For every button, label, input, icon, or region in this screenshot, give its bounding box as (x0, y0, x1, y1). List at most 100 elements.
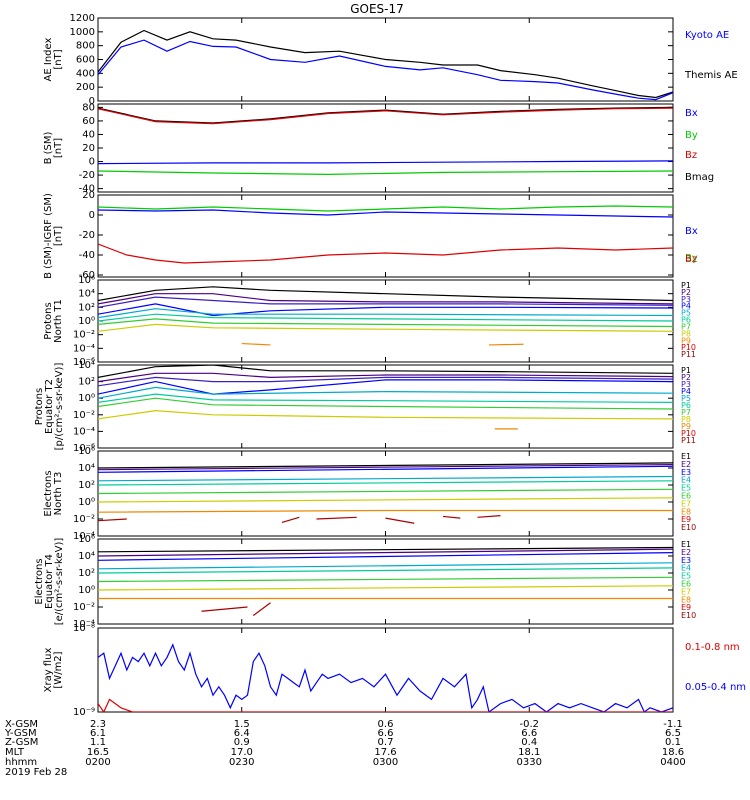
ephemeris-value-xgsm: -1.1 (663, 719, 683, 730)
y-axis-label: Equator T4 (44, 554, 55, 609)
series-segment-e9 (442, 515, 461, 519)
ephemeris-value-hhmm: 0300 (373, 757, 398, 768)
y-tick-label: 10⁰ (78, 393, 95, 404)
y-axis-label: Protons (43, 302, 54, 339)
legend-entry: P5 (681, 394, 691, 403)
y-tick-label: 20 (82, 190, 95, 201)
series-segment-e9 (281, 516, 300, 523)
y-tick-label: 10² (78, 377, 95, 388)
y-axis-label: Xray flux (43, 648, 54, 693)
ephemeris-value-mlt: 17.6 (374, 747, 396, 758)
y-tick-label: 10⁻⁹ (73, 707, 95, 718)
legend-entry: E9 (681, 603, 691, 612)
ephemeris-value-mlt: 18.1 (518, 747, 540, 758)
y-tick-label: 10² (78, 568, 95, 579)
y-tick-label: 60 (82, 116, 95, 127)
y-tick-label: 10⁻⁴ (73, 531, 95, 542)
series-line-p5 (98, 308, 673, 319)
series-line-e4 (98, 562, 673, 570)
legend-entry: P2 (681, 288, 691, 297)
series-group (98, 29, 673, 101)
series-line-e6 (98, 488, 673, 495)
y-axis-label: Electrons (34, 558, 45, 604)
legend-entry: E7 (681, 499, 691, 508)
series-line-e6 (98, 576, 673, 583)
legend-entry: P8 (681, 329, 691, 338)
ephemeris-value-hhmm: 0230 (229, 757, 254, 768)
legend-entry: E1 (681, 452, 691, 461)
series-line-e4 (98, 475, 673, 482)
y-tick-label: 10⁻⁸ (73, 623, 95, 634)
y-axis-label: B (SM) (43, 131, 54, 164)
ephemeris-value-xgsm: 2.3 (90, 719, 106, 730)
series-line-e7 (98, 585, 673, 591)
panel-ae: 1200 1000 800 600 400 200 0 AE Index [nT] Kyoto A… (43, 13, 738, 107)
series-segment-p9 (488, 343, 524, 346)
series-line-p2 (98, 293, 673, 305)
series-line-p6 (98, 313, 673, 322)
series-line-e2 (98, 464, 673, 471)
y-tick-label: 400 (76, 68, 95, 79)
legend-entry: P11 (681, 436, 696, 445)
panel-pe: 10⁴ 10² 10⁰ 10⁻² 10⁻⁴ 10⁻⁶ Protons Equator T2 [p… (34, 360, 696, 454)
y-tick-label: 40 (82, 129, 95, 140)
y-axis-label: North T3 (53, 472, 64, 516)
series-line-p3 (98, 376, 673, 387)
ephemeris-value-ygsm: 6.6 (521, 728, 537, 739)
legend-entry: E6 (681, 492, 691, 501)
ephemeris-row-label: Y-GSM (4, 728, 37, 739)
series-line-p4 (98, 379, 673, 395)
y-tick-label: -20 (79, 170, 95, 181)
panel-frame (97, 103, 674, 193)
y-tick-label: 10⁴ (78, 551, 95, 562)
y-tick-label: -60 (79, 270, 95, 281)
series-line-0-05-0-4-nm (98, 643, 673, 712)
y-tick-label: 0 (89, 96, 95, 107)
y-tick-label: 10⁰ (78, 497, 95, 508)
panel-pn: 10⁶ 10⁴ 10² 10⁰ 10⁻² 10⁻⁴ 10⁻⁶ Protons North T1 P… (43, 275, 696, 368)
ephemeris-value-ygsm: 6.6 (378, 728, 394, 739)
y-tick-label: 80 (82, 102, 95, 113)
legend-entry: E5 (681, 572, 691, 581)
series-line-p8 (98, 409, 673, 420)
series-group (98, 205, 673, 264)
y-axis-label: [nT] (53, 226, 64, 246)
series-segment-e9 (316, 516, 357, 520)
series-group (98, 462, 673, 524)
series-segment-e9 (385, 517, 415, 524)
legend-entry: Bz (685, 254, 697, 265)
y-tick-label: -20 (79, 230, 95, 241)
ephemeris-value-hhmm: 0200 (85, 757, 110, 768)
legend-entry: E4 (681, 476, 691, 485)
series-segment-p9 (241, 342, 271, 346)
y-tick-label: 10² (78, 480, 95, 491)
legend-entry: 0.05-0.4 nm (685, 682, 746, 693)
ephemeris-value-xgsm: 1.5 (234, 719, 250, 730)
legend-entry: P8 (681, 415, 691, 424)
y-tick-label: 10⁴ (78, 463, 95, 474)
series-group (98, 643, 673, 712)
legend-entry: P2 (681, 373, 691, 382)
series-line-p8 (98, 323, 673, 332)
legend-entry: Bmag (685, 172, 714, 183)
series-line-p2 (98, 372, 673, 383)
y-tick-label: 10⁻⁴ (73, 426, 95, 437)
series-group (98, 546, 673, 616)
series-line-e1 (98, 546, 673, 553)
legend-entry: P3 (681, 295, 691, 304)
legend-entry: E2 (681, 548, 691, 557)
series-line-bz (98, 107, 673, 125)
series-line-e5 (98, 480, 673, 486)
y-axis-label: AE Index (43, 37, 54, 81)
y-tick-label: -40 (79, 250, 95, 261)
y-tick-label: 10⁰ (78, 316, 95, 327)
y-axis-label: [nT] (53, 49, 64, 69)
ephemeris-date: 2019 Feb 28 (5, 767, 67, 778)
legend-entry: Bx (685, 226, 698, 237)
ephemeris-value-ygsm: 6.5 (665, 728, 681, 739)
series-line-bx (98, 160, 673, 165)
legend-entry: E7 (681, 587, 691, 596)
legend-entry: P6 (681, 401, 691, 410)
legend-entry: E8 (681, 507, 691, 516)
